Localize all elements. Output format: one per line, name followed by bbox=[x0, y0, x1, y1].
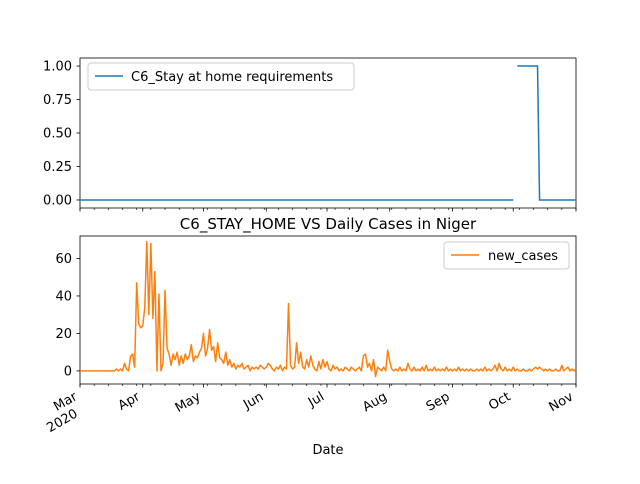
top-series bbox=[80, 65, 576, 201]
bottom-series bbox=[80, 240, 577, 378]
chart-title: C6_STAY_HOME VS Daily Cases in Niger bbox=[180, 215, 477, 234]
top-y-tick-label: 0.00 bbox=[43, 193, 72, 208]
bottom-x-tick-label: Jul bbox=[305, 389, 327, 410]
top-x-ticks bbox=[79, 208, 577, 212]
top-legend-label: C6_Stay at home requirements bbox=[131, 70, 333, 85]
top-legend-box bbox=[87, 62, 355, 91]
bottom-legend-label: new_cases bbox=[488, 249, 558, 264]
x-axis-label: Date bbox=[312, 443, 343, 458]
top-y-tick-label: 0.50 bbox=[43, 127, 72, 142]
new-cases-panel: C6_STAY_HOME VS Daily Cases in Niger 0 20… bbox=[44, 215, 577, 458]
bottom-x-tick-label: Oct bbox=[486, 389, 513, 413]
bottom-y-ticks: 0 20 40 60 bbox=[55, 252, 80, 379]
bottom-x-tick-label: May bbox=[173, 389, 204, 416]
bottom-y-tick-label: 60 bbox=[55, 252, 72, 267]
bottom-x-tick-label: Apr bbox=[116, 389, 144, 414]
bottom-series-line bbox=[80, 240, 577, 378]
top-legend: C6_Stay at home requirements bbox=[87, 62, 355, 91]
top-y-tick-label: 0.25 bbox=[43, 160, 72, 175]
top-y-tick-label: 1.00 bbox=[43, 60, 72, 75]
bottom-y-tick-label: 20 bbox=[55, 327, 72, 342]
top-y-ticks: 0.00 0.25 0.50 0.75 1.00 bbox=[43, 60, 80, 208]
bottom-x-tick-label: Nov bbox=[547, 389, 577, 415]
bottom-legend: new_cases bbox=[443, 241, 570, 270]
bottom-x-tick-label: Jun bbox=[240, 389, 266, 413]
bottom-legend-box bbox=[443, 241, 570, 270]
bottom-axes-frame bbox=[79, 235, 577, 385]
bottom-y-tick-label: 40 bbox=[55, 289, 72, 304]
top-y-tick-label: 0.75 bbox=[43, 93, 72, 108]
top-series-line bbox=[517, 65, 576, 201]
bottom-y-tick-label: 0 bbox=[64, 364, 72, 379]
stay-home-panel: 0.00 0.25 0.50 0.75 1.00 C6_Stay at home req… bbox=[43, 57, 577, 212]
bottom-x-tick-label: Aug bbox=[360, 389, 389, 415]
bottom-x-tick-label: Sep bbox=[424, 389, 453, 414]
